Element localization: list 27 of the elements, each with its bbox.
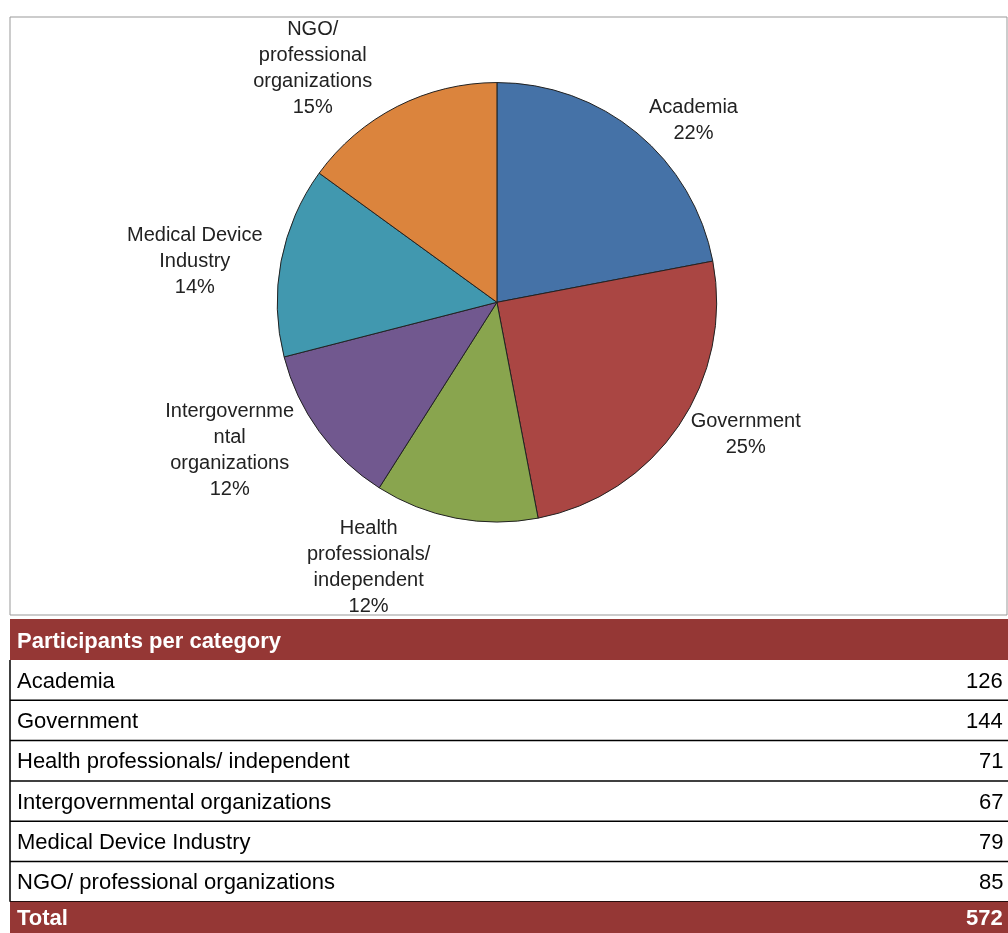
data-label: 12% xyxy=(209,476,250,499)
category-label: Intergovernmental organizations xyxy=(17,789,332,814)
text: Total xyxy=(17,905,68,930)
category-label: Academia xyxy=(17,668,116,693)
data-label: 25% xyxy=(725,435,766,458)
data-label: 126 xyxy=(966,668,1003,693)
data-label: 12% xyxy=(348,594,389,617)
category-label: Health professionals/ independent xyxy=(17,748,350,773)
text: Participants per category xyxy=(17,628,282,653)
slice-label: Medical Device Industry xyxy=(126,222,263,271)
data-label: 15% xyxy=(292,94,333,117)
data-label: 144 xyxy=(966,708,1003,733)
data-label: 14% xyxy=(174,274,216,297)
category-label: Government xyxy=(17,708,139,733)
slice-label: NGO/ professional organizations xyxy=(253,16,373,91)
data-label: 79 xyxy=(979,829,1004,854)
slice-label: Academia xyxy=(649,94,739,117)
data-label: 22% xyxy=(673,120,714,143)
text: 572 xyxy=(966,905,1003,930)
data-label: 67 xyxy=(979,789,1004,814)
data-label: 85 xyxy=(979,869,1004,894)
category-label: NGO/ professional organizations xyxy=(17,869,335,894)
slice-label: Health professionals/ independent xyxy=(306,516,431,591)
slice-label: Intergovernmental organizations xyxy=(165,398,295,473)
category-label: Medical Device Industry xyxy=(17,829,251,854)
data-label: 71 xyxy=(979,748,1004,773)
slice-label: Government xyxy=(690,409,802,432)
